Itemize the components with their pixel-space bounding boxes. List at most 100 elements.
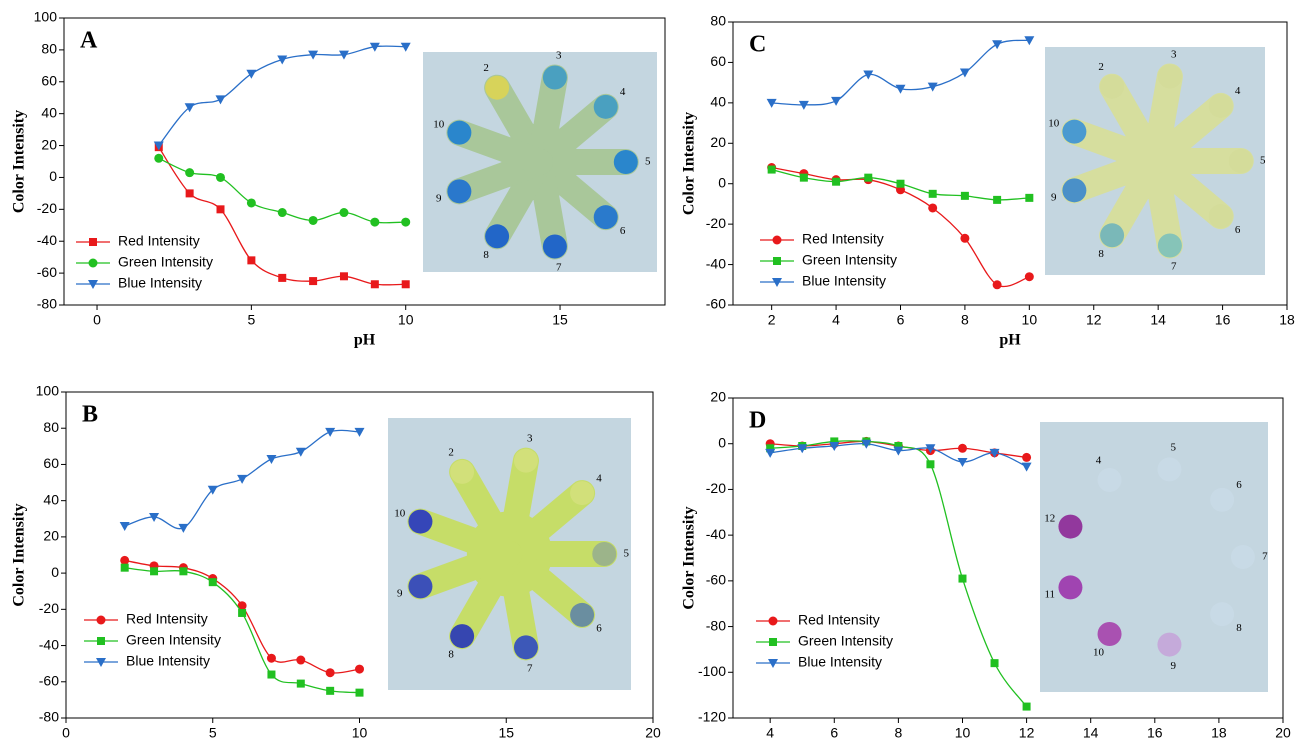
inset-spot [450,459,475,484]
point [925,444,936,454]
point [120,555,130,565]
inset-spot [1208,93,1233,118]
inset-spot [593,205,618,230]
inset-spot [1062,119,1087,144]
x-tick-label: 0 [62,725,70,739]
inset-spot [513,635,538,660]
legend-marker [773,257,781,265]
point [296,679,305,688]
point [990,659,999,668]
point [216,205,225,214]
inset-spot [1157,233,1182,258]
inset-spot [485,75,510,100]
inset-arm [1061,118,1168,174]
point [237,474,248,484]
point [1021,462,1032,472]
inset-label: 7 [1171,261,1177,273]
point [120,563,129,572]
point [993,195,1002,204]
legend-marker [768,616,778,626]
y-tick-label: 100 [34,9,58,25]
inset-label: 6 [1236,479,1242,491]
inset-label: 6 [620,225,626,237]
x-tick-label: 10 [398,312,414,328]
inset-label: 9 [1171,660,1177,672]
y-tick-label: 20 [43,528,59,544]
y-tick-label: -80 [37,296,57,312]
x-tick-label: 12 [1086,312,1102,328]
panel-label: D [749,408,766,434]
point [208,578,217,587]
point [178,523,189,533]
legend-marker [97,637,105,645]
inset-spot [1058,514,1083,539]
point [895,84,906,94]
inset-spot [593,94,618,119]
inset-spot [1157,64,1182,89]
point [864,173,873,182]
panel-label: A [80,28,98,54]
point [267,670,276,679]
y-tick-label: 40 [710,94,726,110]
point [1022,452,1032,462]
y-tick-label: 40 [41,104,57,120]
y-tick-label: -40 [37,232,57,248]
point [861,439,872,449]
y-tick-label: 40 [43,491,59,507]
point [325,427,336,437]
x-axis-label: pH [354,332,376,349]
inset-label: 4 [1235,85,1241,97]
point [401,217,411,227]
point [277,208,287,218]
legend-label: Green Intensity [126,632,221,648]
y-tick-label: -20 [706,480,726,496]
chart-panel: -80-60-40-2002040608010005101520pHColor … [11,383,661,739]
y-tick-label: -40 [706,255,726,271]
point [185,168,195,178]
x-tick-label: 16 [1147,725,1163,739]
inset-label: 9 [397,587,403,599]
inset-label: 8 [1236,622,1242,634]
point [238,608,247,617]
inset-label: 2 [483,62,489,74]
point [960,233,970,243]
inset-label: 6 [1235,224,1241,236]
y-tick-label: -20 [37,200,57,216]
point [216,172,226,182]
inset-label: 6 [596,623,602,635]
inset-spot [408,574,433,599]
legend-label: Green Intensity [802,252,897,268]
inset-label: 4 [620,86,626,98]
x-tick-label: 10 [352,725,368,739]
inset-spot [1097,622,1122,647]
y-tick-label: -120 [698,709,726,725]
x-tick-label: 20 [645,725,661,739]
point [370,217,380,227]
point [295,447,306,457]
inset-label: 5 [645,156,651,168]
inset-spot [408,509,433,534]
inset-label: 3 [556,49,562,61]
x-tick-label: 5 [209,725,217,739]
x-tick-label: 18 [1211,725,1227,739]
x-tick-label: 10 [955,725,971,739]
point [179,567,188,576]
x-tick-label: 4 [766,725,774,739]
inset-spot [447,120,472,145]
y-tick-label: 0 [51,564,59,580]
inset-spot [485,224,510,249]
point [326,686,335,695]
y-tick-label: -60 [706,572,726,588]
x-tick-label: 6 [897,312,905,328]
plot-frame [732,397,1284,719]
point [355,688,364,697]
point [928,189,937,198]
y-tick-label: 0 [49,168,57,184]
point [266,653,276,663]
point [207,485,218,495]
inset-label: 8 [483,249,489,261]
point [325,668,335,678]
inset-label: 7 [527,663,533,675]
inset-label: 3 [1171,48,1177,60]
